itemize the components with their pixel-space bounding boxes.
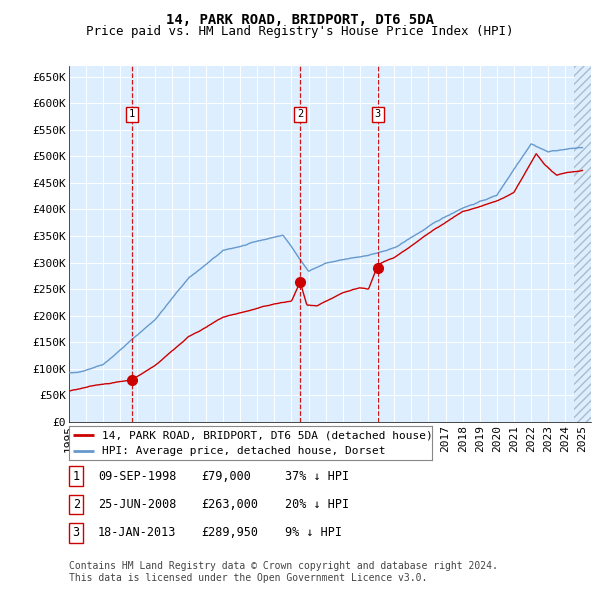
Text: 25-JUN-2008: 25-JUN-2008 <box>98 498 176 511</box>
Text: 2: 2 <box>73 498 80 511</box>
Text: HPI: Average price, detached house, Dorset: HPI: Average price, detached house, Dors… <box>101 446 385 456</box>
Bar <box>574 66 593 422</box>
Text: Price paid vs. HM Land Registry's House Price Index (HPI): Price paid vs. HM Land Registry's House … <box>86 25 514 38</box>
Text: £263,000: £263,000 <box>201 498 258 511</box>
Text: 09-SEP-1998: 09-SEP-1998 <box>98 470 176 483</box>
Text: 9% ↓ HPI: 9% ↓ HPI <box>285 526 342 539</box>
Text: 3: 3 <box>375 109 381 119</box>
Text: 37% ↓ HPI: 37% ↓ HPI <box>285 470 349 483</box>
Text: 1: 1 <box>129 109 135 119</box>
Text: 14, PARK ROAD, BRIDPORT, DT6 5DA: 14, PARK ROAD, BRIDPORT, DT6 5DA <box>166 13 434 27</box>
Text: 14, PARK ROAD, BRIDPORT, DT6 5DA (detached house): 14, PARK ROAD, BRIDPORT, DT6 5DA (detach… <box>101 430 433 440</box>
Text: Contains HM Land Registry data © Crown copyright and database right 2024.
This d: Contains HM Land Registry data © Crown c… <box>69 561 498 583</box>
Text: £289,950: £289,950 <box>201 526 258 539</box>
Text: 3: 3 <box>73 526 80 539</box>
Text: £79,000: £79,000 <box>201 470 251 483</box>
Text: 2: 2 <box>297 109 303 119</box>
Text: 18-JAN-2013: 18-JAN-2013 <box>98 526 176 539</box>
Text: 20% ↓ HPI: 20% ↓ HPI <box>285 498 349 511</box>
Text: 1: 1 <box>73 470 80 483</box>
